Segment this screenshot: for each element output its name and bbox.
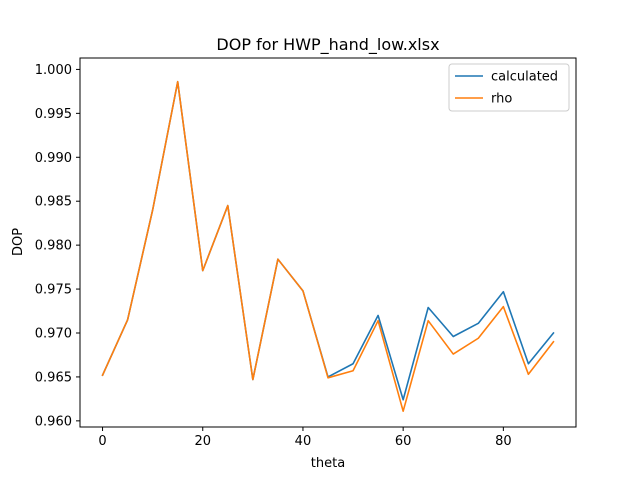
- x-tick-label: 80: [495, 434, 512, 449]
- x-tick-label: 60: [395, 434, 412, 449]
- plot-lines: [101, 80, 555, 412]
- x-axis: 0 20 40 60 80: [98, 427, 512, 449]
- chart-title: DOP for HWP_hand_low.xlsx: [216, 35, 439, 55]
- y-tick-label: 0.970: [35, 326, 72, 341]
- y-tick-label: 0.995: [35, 107, 72, 122]
- x-tick-label: 40: [295, 434, 312, 449]
- y-tick-label: 0.990: [35, 151, 72, 166]
- x-axis-label: theta: [311, 456, 345, 471]
- y-tick-label: 0.960: [35, 414, 72, 429]
- series-line-rho: [101, 80, 555, 412]
- plot-frame: [79, 57, 577, 428]
- y-axis: 0.960 0.965 0.970 0.975 0.980 0.985 0.990 0.995…: [35, 63, 80, 429]
- legend: calculated rho: [448, 63, 570, 112]
- legend-label-calculated: calculated: [491, 70, 558, 85]
- y-tick-label: 0.985: [35, 195, 72, 210]
- y-tick-label: 1.000: [35, 63, 72, 78]
- y-tick-label: 0.975: [35, 283, 72, 298]
- legend-label-rho: rho: [491, 92, 512, 107]
- x-tick-label: 20: [194, 434, 211, 449]
- y-tick-label: 0.965: [35, 370, 72, 385]
- y-axis-label: DOP: [11, 228, 26, 256]
- y-tick-label: 0.980: [35, 239, 72, 254]
- x-tick-label: 0: [98, 434, 106, 449]
